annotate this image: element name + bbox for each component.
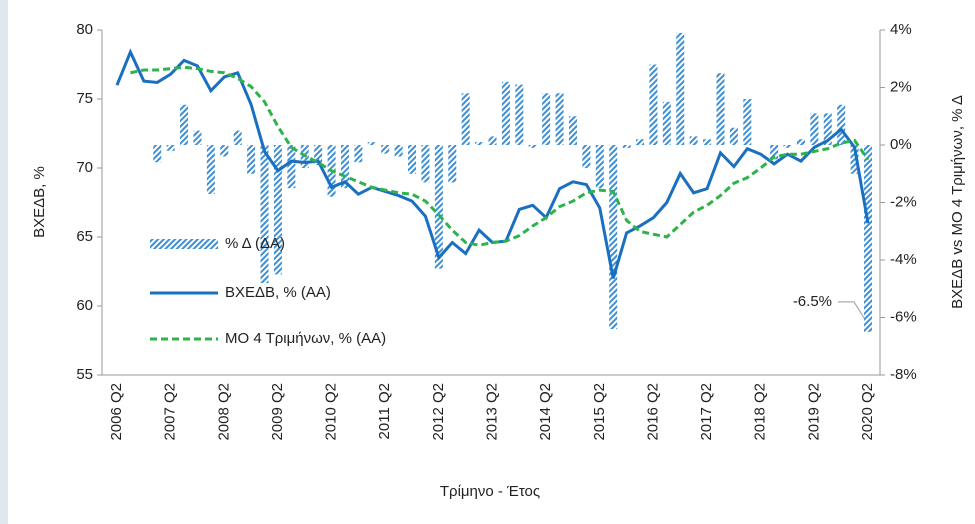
y-tick-label: 55 <box>76 366 93 383</box>
bar <box>555 93 564 145</box>
bar <box>488 136 497 145</box>
x-tick-label: 2019 Q2 <box>805 383 822 441</box>
x-tick-label: 2009 Q2 <box>269 383 286 441</box>
x-tick-label: 2012 Q2 <box>430 383 447 441</box>
bar <box>595 145 604 189</box>
y2-tick-label: 0% <box>890 136 912 153</box>
bar <box>434 145 443 269</box>
bar <box>220 145 229 157</box>
bar <box>475 142 484 145</box>
bar <box>850 145 859 174</box>
bar <box>233 130 242 145</box>
x-tick-label: 2015 Q2 <box>591 383 608 441</box>
bar <box>153 145 162 163</box>
bar <box>636 139 645 145</box>
y2-tick-label: 4% <box>890 21 912 38</box>
value-label: -6.5% <box>793 293 832 310</box>
x-tick-label: 2017 Q2 <box>698 383 715 441</box>
bar <box>354 145 363 163</box>
bar <box>408 145 417 174</box>
y2-tick-label: 2% <box>890 78 912 95</box>
legend-swatch <box>150 239 218 249</box>
bar <box>528 145 537 148</box>
x-tick-label: 2010 Q2 <box>323 383 340 441</box>
y-tick-label: 60 <box>76 297 93 314</box>
bar <box>448 145 457 183</box>
x-tick-label: 2014 Q2 <box>537 383 554 441</box>
bar <box>314 145 323 166</box>
bar <box>461 93 470 145</box>
bar <box>716 73 725 145</box>
bar <box>837 104 846 145</box>
bar <box>206 145 215 194</box>
bar <box>180 104 189 145</box>
bar <box>247 145 256 174</box>
bar <box>823 113 832 145</box>
x-tick-label: 2020 Q2 <box>859 383 876 441</box>
bar <box>394 145 403 157</box>
bar <box>260 145 269 283</box>
bar <box>676 32 685 145</box>
x-tick-label: 2008 Q2 <box>215 383 232 441</box>
y2-axis-label: ΒΧΕΔΒ vs ΜΟ 4 Τριμήνων, % Δ <box>949 95 966 309</box>
y-tick-label: 65 <box>76 228 93 245</box>
bar <box>622 145 631 148</box>
bar <box>381 145 390 154</box>
legend-label: % Δ (ΔΑ) <box>225 235 285 252</box>
bar <box>542 93 551 145</box>
ma-line <box>130 65 870 247</box>
legend-label: ΜΟ 4 Τριμήνων, % (ΑΑ) <box>225 330 386 347</box>
bar <box>340 145 349 189</box>
bar <box>193 130 202 145</box>
side-strip <box>0 0 8 524</box>
bar <box>166 145 175 151</box>
bar <box>703 139 712 145</box>
bar <box>609 145 618 329</box>
x-tick-label: 2013 Q2 <box>483 383 500 441</box>
x-tick-label: 2018 Q2 <box>752 383 769 441</box>
x-axis-label: Τρίμηνο - Έτος <box>440 483 540 500</box>
y2-tick-label: -8% <box>890 366 917 383</box>
x-tick-label: 2016 Q2 <box>644 383 661 441</box>
bar <box>662 101 671 145</box>
legend-label: ΒΧΕΔΒ, % (ΑΑ) <box>225 284 331 301</box>
bar <box>568 116 577 145</box>
y-tick-label: 70 <box>76 159 93 176</box>
bar <box>501 81 510 145</box>
x-tick-label: 2011 Q2 <box>376 383 393 439</box>
x-tick-label: 2006 Q2 <box>108 383 125 441</box>
bar <box>649 64 658 145</box>
bar <box>273 145 282 275</box>
bar <box>864 145 872 332</box>
y-tick-label: 80 <box>76 21 93 38</box>
bar <box>582 145 591 168</box>
bar <box>810 113 819 145</box>
bar <box>743 99 752 145</box>
y2-tick-label: -6% <box>890 308 917 325</box>
bar <box>729 127 738 145</box>
leader-line <box>838 301 865 319</box>
x-tick-label: 2007 Q2 <box>162 383 179 441</box>
y2-tick-label: -4% <box>890 251 917 268</box>
y-tick-label: 75 <box>76 90 93 107</box>
y2-tick-label: -2% <box>890 193 917 210</box>
y-axis-label: ΒΧΕΔΒ, % <box>31 166 48 238</box>
bar <box>421 145 430 183</box>
bar <box>689 136 698 145</box>
bar <box>515 84 524 145</box>
bar <box>796 139 805 145</box>
bar <box>367 142 376 145</box>
bar <box>287 145 296 189</box>
bar <box>770 145 779 160</box>
bar <box>783 145 792 148</box>
